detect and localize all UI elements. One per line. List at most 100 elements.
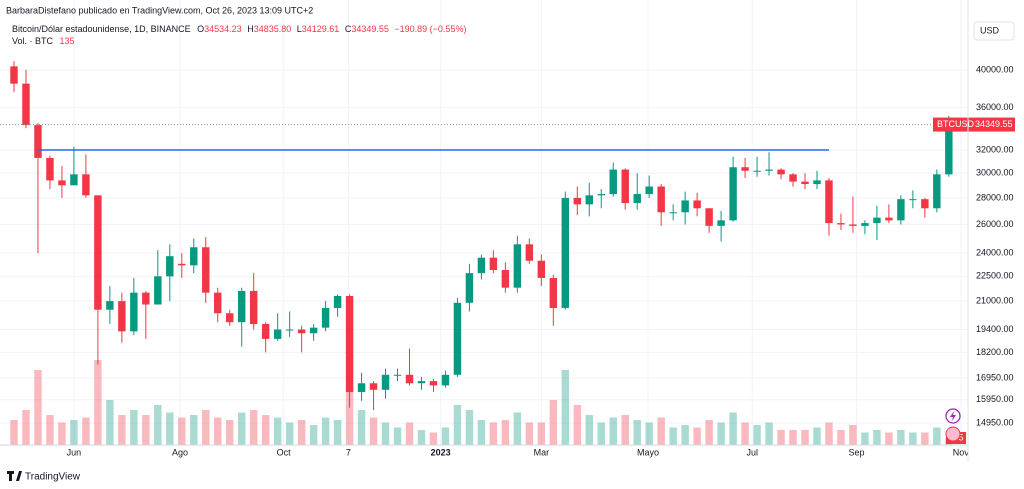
volume-bar bbox=[777, 430, 785, 445]
candle-body bbox=[825, 180, 833, 224]
price-tag-symbol: BTCUSD bbox=[937, 119, 975, 129]
volume-bar bbox=[801, 430, 809, 445]
volume-bar bbox=[717, 422, 725, 445]
candle-body bbox=[705, 208, 713, 226]
candle-body bbox=[369, 383, 378, 390]
volume-bar bbox=[321, 417, 330, 445]
volume-bar bbox=[34, 370, 42, 445]
candle-body bbox=[693, 200, 701, 209]
volume-bar bbox=[489, 422, 498, 445]
volume-bar bbox=[465, 410, 474, 445]
candle-body bbox=[645, 186, 653, 195]
candle-body bbox=[22, 83, 30, 126]
candle-body bbox=[441, 374, 450, 386]
candle-body bbox=[729, 167, 737, 221]
y-tick-label: 28000.00 bbox=[976, 192, 1014, 202]
candle-body bbox=[333, 295, 342, 308]
candle-body bbox=[118, 301, 126, 332]
volume-bar bbox=[381, 422, 390, 445]
ohlc-value: 34349.55 bbox=[351, 24, 389, 34]
candle-body bbox=[357, 383, 366, 392]
x-tick-label: Jul bbox=[747, 447, 759, 457]
candle-body bbox=[381, 374, 390, 390]
volume-bar bbox=[82, 417, 90, 445]
y-tick-label: 19400.00 bbox=[976, 324, 1014, 334]
x-tick-label: Mayo bbox=[637, 447, 659, 457]
volume-bar bbox=[585, 415, 593, 445]
y-tick-label: 14950.00 bbox=[976, 417, 1014, 427]
candle-body bbox=[801, 181, 809, 185]
candle-body bbox=[309, 327, 318, 334]
volume-bar bbox=[94, 360, 102, 445]
volume-bar bbox=[106, 400, 114, 445]
candle-body bbox=[837, 223, 845, 225]
volume-bar bbox=[178, 417, 186, 445]
volume-bar bbox=[453, 405, 462, 445]
candle-body bbox=[885, 217, 893, 221]
ohlc-value: 34129.61 bbox=[302, 24, 340, 34]
y-tick-label: 15950.00 bbox=[976, 394, 1014, 404]
candle-body bbox=[10, 66, 18, 84]
logo bbox=[7, 471, 22, 481]
volume-bar bbox=[921, 432, 929, 445]
ohlc-value: 34835.80 bbox=[254, 24, 292, 34]
candle-body bbox=[489, 257, 498, 271]
volume-bar bbox=[765, 422, 773, 445]
volume-bar bbox=[753, 425, 761, 445]
event-icon-bolt bbox=[950, 411, 956, 421]
candle-body bbox=[261, 324, 270, 339]
volume-bar bbox=[166, 412, 174, 445]
ohlc-label: H bbox=[247, 24, 254, 34]
candle-body bbox=[549, 277, 558, 308]
candle-body bbox=[681, 200, 689, 213]
candle-body bbox=[897, 199, 905, 221]
volume-bar bbox=[46, 415, 54, 445]
y-tick-label: 40000.00 bbox=[976, 64, 1014, 74]
ohlc-label: O bbox=[197, 24, 204, 34]
candle-body bbox=[94, 195, 102, 310]
volume-bar bbox=[70, 420, 78, 445]
candle-body bbox=[669, 212, 677, 214]
candle-body bbox=[249, 290, 258, 325]
currency[interactable]: USD bbox=[980, 25, 1000, 35]
candle-body bbox=[609, 169, 617, 195]
volume-bar bbox=[813, 427, 821, 445]
volume-bar bbox=[369, 417, 378, 445]
y-tick-label: 26000.00 bbox=[976, 219, 1014, 229]
candle-body bbox=[142, 292, 150, 305]
volume-bar bbox=[118, 415, 126, 445]
candle-body bbox=[58, 180, 66, 186]
volume-bar bbox=[885, 432, 893, 445]
candle-body bbox=[202, 247, 210, 293]
candle-body bbox=[214, 292, 222, 314]
x-tick-label: Nov bbox=[953, 447, 970, 457]
candle-body bbox=[393, 374, 402, 376]
volume-bar bbox=[573, 405, 582, 445]
y-tick-label: 36000.00 bbox=[976, 102, 1014, 112]
candle-body bbox=[130, 292, 138, 332]
candle-body bbox=[561, 197, 570, 308]
y-tick-label: 16950.00 bbox=[976, 372, 1014, 382]
candle-body bbox=[154, 276, 162, 305]
volume-bar bbox=[405, 422, 414, 445]
x-tick-label: Oct bbox=[277, 447, 292, 457]
volume-bar bbox=[837, 430, 845, 445]
volume-bar bbox=[130, 410, 138, 445]
volume-bar bbox=[741, 422, 749, 445]
candle-body bbox=[46, 157, 54, 181]
volume-label: Vol. · BTC bbox=[12, 36, 54, 46]
ohlc-value: 34534.23 bbox=[204, 24, 242, 34]
volume-bar bbox=[273, 417, 282, 445]
candle-body bbox=[621, 169, 629, 204]
y-tick-label: 21000.00 bbox=[976, 295, 1014, 305]
candle-body bbox=[429, 381, 438, 386]
volume-value: 135 bbox=[60, 36, 75, 46]
currency-button[interactable] bbox=[973, 21, 1015, 41]
volume-bar bbox=[58, 422, 66, 445]
volume-bar bbox=[249, 410, 258, 445]
candle-body bbox=[585, 195, 593, 205]
candle-body bbox=[405, 374, 414, 384]
candle-body bbox=[813, 180, 821, 185]
flag-icon[interactable] bbox=[945, 426, 961, 442]
